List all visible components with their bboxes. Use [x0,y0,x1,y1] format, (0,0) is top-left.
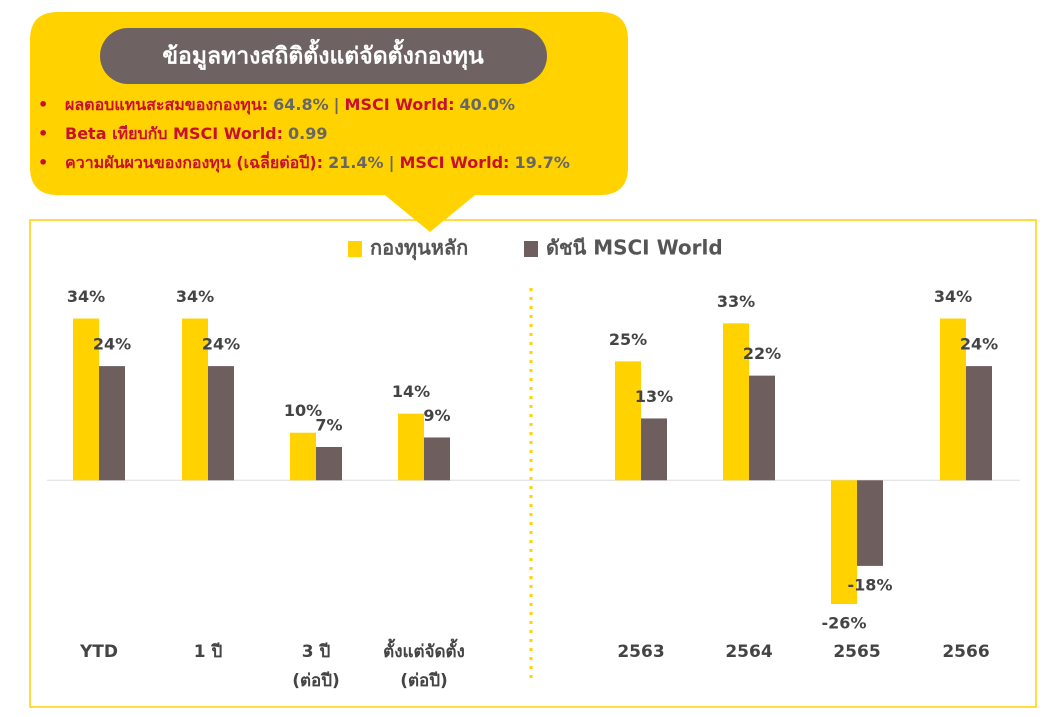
value-label: -18% [848,575,893,594]
bar [749,375,775,481]
bullet-list: • ผลตอบแทนสะสมของกองทุน: 64.8% | MSCI World:… [38,90,628,177]
legend-swatch [524,241,538,257]
bar [99,366,125,481]
x-tick-label: 2565 [833,642,880,662]
x-tick-label: 2566 [942,642,989,662]
x-tick-label: 2564 [725,642,772,662]
value-label: 22% [743,344,781,363]
x-tick-label: (ต่อปี) [400,670,448,691]
bar [73,318,99,481]
bullet: • ความผันผวนของกองทุน (เฉลี่ยต่อปี): 21.4%… [38,148,628,177]
value-label: 34% [176,287,214,306]
bullet-value: 40.0% [459,95,516,114]
bar [316,446,342,481]
bullet: • ผลตอบแทนสะสมของกองทุน: 64.8% | MSCI World:… [38,90,628,119]
value-label: 7% [315,415,342,434]
bullet-value: 64.8% [273,95,329,114]
bullet-value: 0.99 [288,124,328,143]
bar [615,361,641,481]
bullet-dot: • [38,95,49,114]
x-tick-label: YTD [79,642,118,662]
bar [208,366,234,481]
bullet: • Beta เทียบกับ MSCI World: 0.99 [38,119,628,148]
x-tick-label: 2563 [617,642,664,662]
x-tick-label: (ต่อปี) [292,670,340,691]
bar [290,432,316,481]
bar [182,318,208,481]
bar [940,318,966,481]
bar [857,480,883,566]
value-label: 24% [93,335,131,354]
x-tick-label: ตั้งแต่จัดตั้ง [383,638,465,662]
bullet-label: ความผันผวนของกองทุน (เฉลี่ยต่อปี): [65,153,324,172]
bar [398,413,424,481]
bullet-sep: | [333,95,340,114]
bullet-label: ผลตอบแทนสะสมของกองทุน: [65,95,269,114]
bullet-dot: • [38,153,49,172]
bar [966,366,992,481]
bullet-sep: | [388,153,395,172]
bullet-value: 19.7% [514,153,570,172]
bullet-label: MSCI World: [344,95,455,114]
x-tick-label: 1 ปี [194,641,223,662]
legend-label: ดัชนี MSCI World [546,236,723,260]
bar [831,480,857,604]
value-label: 34% [934,287,972,306]
bar [723,323,749,481]
value-label: 33% [717,292,755,311]
value-label: -26% [822,613,867,632]
value-label: 13% [635,387,673,406]
bullet-dot: • [38,124,49,143]
bar [641,418,667,481]
value-label: 25% [609,330,647,349]
callout-title: ข้อมูลทางสถิติตั้งแต่จัดตั้งกองทุน [162,39,484,71]
value-label: 24% [202,335,240,354]
legend-swatch [348,241,362,257]
bullet-label: Beta เทียบกับ MSCI World: [65,124,284,143]
legend-label: กองทุนหลัก [370,236,468,261]
value-label: 9% [423,406,450,425]
x-tick-label: 3 ปี [302,641,331,662]
callout-pointer [385,195,475,232]
bullet-value: 21.4% [328,153,384,172]
value-label: 34% [67,287,105,306]
value-label: 24% [960,335,998,354]
bullet-label: MSCI World: [399,153,510,172]
value-label: 14% [392,382,430,401]
bar [424,437,450,481]
title-pill [100,28,547,84]
value-label: 10% [284,401,322,420]
